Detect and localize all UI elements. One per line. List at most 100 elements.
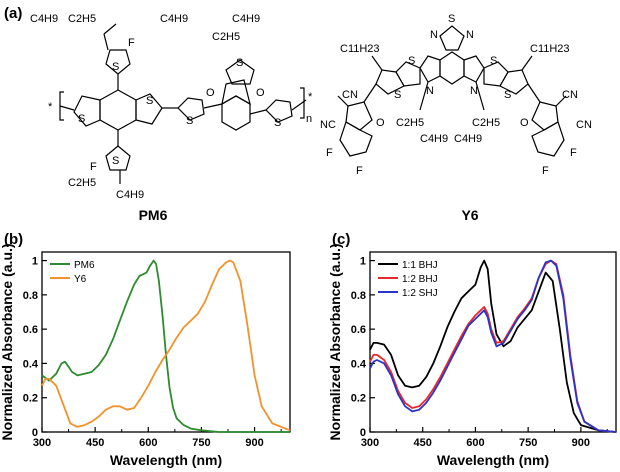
pm6-f-top: F <box>128 37 135 49</box>
pm6-chain-label-4: C2H5 <box>212 31 240 43</box>
plot-c-ytick-label-3: 0.6 <box>351 324 366 336</box>
panel-a-label: (a) <box>4 5 22 22</box>
pm6-s-4: S <box>186 115 193 127</box>
pm6-bdt-thiophene-right <box>135 93 163 125</box>
y6-f-3: F <box>542 165 549 177</box>
y6-s-top: S <box>448 13 455 25</box>
plot-b-legend-label-1: Y6 <box>74 274 87 285</box>
pm6-thiophene-bottom <box>105 145 131 171</box>
pm6-bdt-benzene <box>99 89 137 131</box>
y6-c11-right <box>521 55 533 71</box>
plot-b-ytick-label-5: 1 <box>32 256 38 268</box>
pm6-chain-label-3: C4H9 <box>160 13 188 25</box>
y6-ring-right-1 <box>463 55 485 83</box>
y6-f-1: F <box>326 147 333 159</box>
y6-structure <box>337 25 567 157</box>
y6-ring-left-1 <box>419 55 441 83</box>
y6-n-top-1: N <box>430 29 438 41</box>
y6-o-left: O <box>376 117 385 129</box>
y6-s-4: S <box>504 89 511 101</box>
plot-b-ytick-label-4: 0.8 <box>23 290 38 302</box>
plot-b-ytick-label-2: 0.4 <box>23 358 39 370</box>
pm6-s-3: S <box>146 95 153 107</box>
plot-c-ytick-label-1: 0.2 <box>351 393 366 405</box>
plot-b-xtick-label-1: 450 <box>86 437 104 449</box>
pm6-bracket-left <box>59 91 64 121</box>
panel-b-label: (b) <box>4 231 23 248</box>
pm6-chain-label-2: C2H5 <box>68 13 96 25</box>
pm6-structure <box>59 23 307 184</box>
y6-cn-1: CN <box>342 89 358 101</box>
y6-o-right: O <box>520 117 529 129</box>
plot-c-series-0 <box>369 259 617 433</box>
plot-c: 300 450 600 750 900 0 0.2 0.4 0.6 0.8 1 Wavelength … <box>327 243 617 468</box>
plot-b-ytick-label-3: 0.6 <box>23 324 38 336</box>
y6-ic-left-benzene <box>339 121 373 157</box>
y6-vinyl-left <box>363 83 377 103</box>
y6-s-2: S <box>408 55 415 67</box>
plot-c-ytick-label-0: 0 <box>360 427 366 439</box>
plot-b-legend-label-0: PM6 <box>74 260 95 271</box>
pm6-thiophene-3 <box>265 99 293 123</box>
plot-c-ytick-label-5: 1 <box>360 256 366 268</box>
y6-n-right: N <box>470 85 478 97</box>
y6-n-chain-left <box>419 81 429 111</box>
plot-b-xtick-label-2: 600 <box>139 437 157 449</box>
pm6-bond-left <box>59 105 75 111</box>
pm6-s-6: S <box>274 117 281 129</box>
plot-c-xlabel: Wavelength (nm) <box>437 452 549 468</box>
pm6-o-2: O <box>256 87 265 99</box>
pm6-s-7: S <box>112 155 119 167</box>
pm6-s-5: S <box>236 57 243 69</box>
pm6-bdt-thiophene-left <box>73 95 101 127</box>
pm6-labels: C4H9 C2H5 F S S S S S S S C4H9 C2H5 C4H9… <box>30 13 313 201</box>
y6-c11-right-label: C11H23 <box>530 43 570 55</box>
pm6-n-label: n <box>306 113 312 125</box>
plot-b-ylabel: Normalized Absorbance (a.u.) <box>0 243 15 440</box>
pm6-thiophene-2 <box>177 97 205 121</box>
pm6-bdd-thiophene <box>225 59 255 85</box>
plot-b-frame <box>41 251 291 433</box>
y6-ic-right-5 <box>531 101 559 131</box>
plot-c-ytick-label-4: 0.8 <box>351 290 366 302</box>
pm6-bond-2 <box>203 103 223 109</box>
plot-c-series-1 <box>369 259 617 433</box>
plot-c-legend-label-0: 1:1 BHJ <box>402 260 438 271</box>
pm6-f-bottom: F <box>90 161 97 173</box>
plot-b-xtick-label-4: 900 <box>245 437 263 449</box>
pm6-chain-top <box>103 33 109 51</box>
plot-c-legend-label-1: 1:2 BHJ <box>402 274 438 285</box>
pm6-thiophene-top <box>105 49 131 75</box>
plot-b-ytick-label-1: 0.2 <box>23 393 38 405</box>
y6-cn-3: CN <box>576 119 592 131</box>
plot-c-xtick-label-3: 750 <box>519 437 537 449</box>
plot-b-ytick-label-0: 0 <box>32 427 38 439</box>
y6-chain-3: C2H5 <box>472 117 500 129</box>
plot-b-series-1 <box>41 259 291 432</box>
y6-s-3: S <box>490 55 497 67</box>
plot-c-legend-label-2: 1:2 SHJ <box>402 288 438 299</box>
y6-labels: N S N C11H23 C11H23 CN NC CN CN O O N N … <box>320 13 592 177</box>
y6-chain-4: C4H9 <box>454 133 482 145</box>
y6-vinyl-right <box>527 83 541 103</box>
y6-chain-2: C4H9 <box>420 133 448 145</box>
y6-n-top-2: N <box>466 29 474 41</box>
y6-c11-left-label: C11H23 <box>340 43 380 55</box>
plot-c-ylabel: Normalized Absorbance (a.u.) <box>327 243 343 440</box>
pm6-chain-label-5: C4H9 <box>232 13 260 25</box>
y6-f-2: F <box>356 165 363 177</box>
plot-c-xtick-label-0: 300 <box>361 437 379 449</box>
pm6-o-1: O <box>206 87 215 99</box>
plot-b-series-0 <box>41 259 290 433</box>
y6-ic-right-benzene <box>531 121 565 157</box>
plot-c-frame <box>369 251 617 433</box>
y6-ic-left-5 <box>345 101 373 131</box>
y6-cn-left <box>337 95 349 107</box>
y6-benzene-core <box>439 51 465 85</box>
plot-b-xtick-label-0: 300 <box>33 437 51 449</box>
plot-c-xtick-label-1: 450 <box>414 437 432 449</box>
plot-c-ytick-label-2: 0.4 <box>351 358 367 370</box>
plot-b: 300 450 600 750 900 0 0.2 0.4 0.6 0.8 1 Wavelength … <box>0 243 291 468</box>
